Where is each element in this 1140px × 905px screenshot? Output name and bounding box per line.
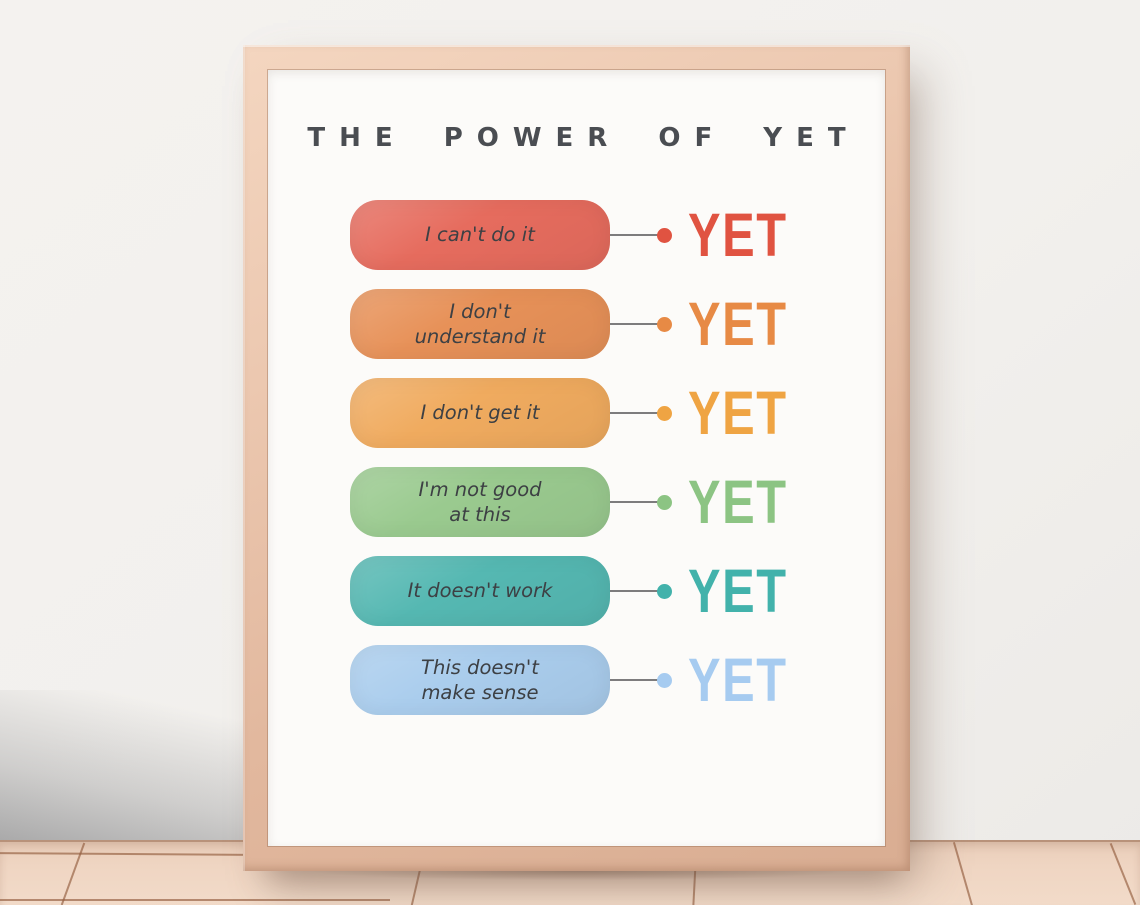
phrase-pill: I can't do it — [350, 200, 610, 270]
yet-text: YET — [688, 467, 788, 536]
yet-text: YET — [688, 200, 788, 269]
phrase-text: This doesn't make sense — [421, 655, 539, 704]
phrase-text: I don't understand it — [414, 299, 546, 348]
connector-line — [610, 323, 658, 325]
connector-line — [610, 501, 658, 503]
phrase-row: I don't get it YET — [350, 378, 885, 448]
phrase-pill: It doesn't work — [350, 556, 610, 626]
poster-print: THE POWER OF YET I can't do it YET I don… — [268, 70, 885, 846]
connector-dot — [657, 672, 672, 688]
connector-line — [610, 590, 658, 592]
phrase-rows: I can't do it YET I don't understand it … — [268, 200, 885, 715]
connector-dot — [657, 227, 672, 243]
poster-title: THE POWER OF YET — [307, 123, 860, 153]
connector-line — [610, 412, 658, 414]
connector-dot — [657, 583, 672, 599]
connector-dot — [657, 316, 672, 332]
yet-text: YET — [688, 556, 788, 625]
yet-text: YET — [688, 289, 788, 358]
yet-text: YET — [688, 378, 788, 447]
phrase-text: It doesn't work — [407, 579, 553, 603]
phrase-row: I'm not good at this YET — [350, 467, 885, 537]
phrase-pill: I don't get it — [350, 378, 610, 448]
phrase-pill: I'm not good at this — [350, 467, 610, 537]
connector-line — [610, 679, 658, 681]
phrase-row: I don't understand it YET — [350, 289, 885, 359]
phrase-pill: This doesn't make sense — [350, 645, 610, 715]
wood-picture-frame: THE POWER OF YET I can't do it YET I don… — [243, 45, 910, 871]
phrase-row: This doesn't make sense YET — [350, 645, 885, 715]
floor-plank-seam — [0, 899, 390, 901]
yet-text: YET — [688, 645, 788, 714]
phrase-text: I can't do it — [425, 223, 535, 247]
phrase-text: I don't get it — [420, 401, 540, 425]
connector-dot — [657, 405, 672, 421]
phrase-pill: I don't understand it — [350, 289, 610, 359]
connector-line — [610, 234, 658, 236]
phrase-row: It doesn't work YET — [350, 556, 885, 626]
connector-dot — [657, 494, 672, 510]
phrase-row: I can't do it YET — [350, 200, 885, 270]
phrase-text: I'm not good at this — [418, 477, 542, 526]
